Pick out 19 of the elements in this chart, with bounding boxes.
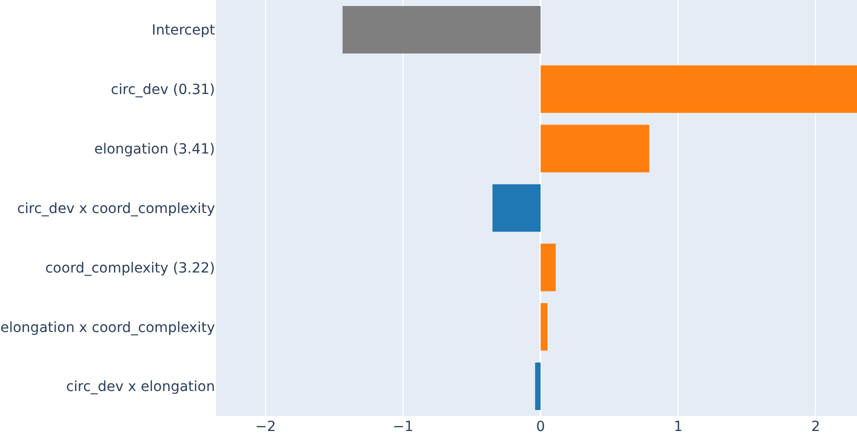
y-tick-label: circ_dev x elongation <box>66 379 215 396</box>
x-tick-label: −1 <box>392 419 414 435</box>
x-tick-label: 0 <box>536 419 546 435</box>
y-tick-label: elongation x coord_complexity <box>0 320 215 336</box>
y-tick-label: circ_dev x coord_complexity <box>17 200 215 217</box>
x-tick-label: 2 <box>811 419 820 435</box>
bar <box>540 303 548 351</box>
bar <box>535 362 541 410</box>
x-tick-label: 1 <box>674 419 683 435</box>
y-tick-label: Intercept <box>152 22 216 39</box>
y-tick-label: coord_complexity (3.22) <box>45 260 215 276</box>
bar <box>540 65 857 113</box>
bar <box>492 184 541 232</box>
bar <box>342 6 541 54</box>
y-tick-label: circ_dev (0.31) <box>110 82 215 98</box>
x-tick-label: −2 <box>255 419 276 435</box>
y-tick-label: elongation (3.41) <box>94 141 215 158</box>
bar <box>540 124 650 172</box>
bar <box>540 244 556 292</box>
